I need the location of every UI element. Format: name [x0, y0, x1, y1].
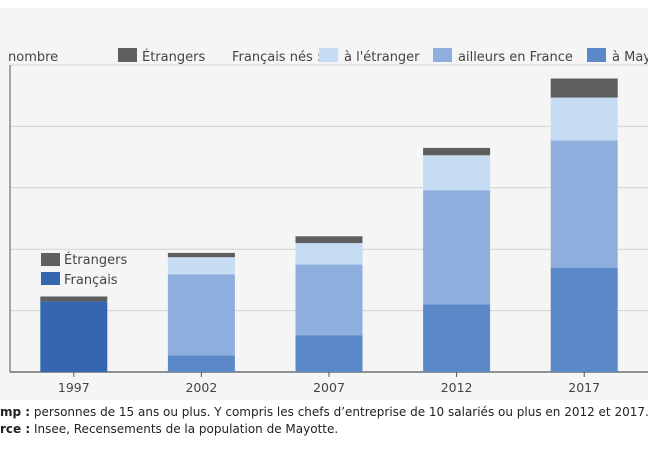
scope-text: personnes de 15 ans ou plus. Y compris l… — [30, 405, 648, 419]
bar-2017-abroad — [550, 97, 618, 141]
source-note: rce : Insee, Recensements de la populati… — [0, 421, 648, 438]
bar-2012-etrangers — [423, 147, 491, 156]
stacked-bar-chart: nombre Étrangers Français nés : à l'étra… — [8, 48, 648, 395]
bar-2007-elsewhere — [295, 264, 363, 336]
legend-group-label: Français nés : — [232, 50, 321, 65]
legend-swatch-etrangers — [118, 48, 137, 62]
bar-2002-etrangers — [167, 252, 235, 258]
bar-1997-etrangers — [40, 296, 108, 302]
x-tick-label-2017: 2017 — [568, 380, 600, 395]
inset-label-etrangers: Étrangers — [64, 252, 127, 268]
bar-2007-mayotte — [295, 335, 363, 372]
legend-label-mayotte: à Mayotte — [612, 50, 648, 65]
legend-swatch-mayotte — [587, 48, 606, 62]
bar-2012-abroad — [423, 155, 491, 191]
legend-label-etrangers: Étrangers — [142, 49, 205, 65]
bars — [40, 78, 618, 372]
x-axis-ticks: 1997 2002 2007 2012 2017 — [58, 372, 600, 395]
bar-1997-francais_1997 — [40, 301, 108, 372]
inset-swatch-etrangers — [41, 253, 60, 266]
source-text: Insee, Recensements de la population de … — [30, 422, 339, 436]
bar-2002-elsewhere — [167, 274, 235, 356]
chart-notes: mp : personnes de 15 ans ou plus. Y comp… — [0, 404, 648, 438]
scope-note: mp : personnes de 15 ans ou plus. Y comp… — [0, 404, 648, 421]
legend-label-elsewhere: ailleurs en France — [458, 50, 573, 65]
bar-2007-etrangers — [295, 236, 363, 244]
unit-label: nombre — [8, 50, 58, 65]
legend-swatch-abroad — [319, 48, 338, 62]
bar-2017-etrangers — [550, 78, 618, 98]
bar-2002-abroad — [167, 257, 235, 275]
legend-label-abroad: à l'étranger — [344, 50, 420, 65]
x-tick-label-2007: 2007 — [313, 380, 345, 395]
inset-swatch-francais — [41, 272, 60, 285]
chart-area: nombre Étrangers Français nés : à l'étra… — [0, 8, 648, 400]
x-tick-label-2012: 2012 — [441, 380, 473, 395]
bar-2017-mayotte — [550, 267, 618, 372]
bar-2012-mayotte — [423, 304, 491, 372]
x-tick-label-1997: 1997 — [58, 380, 90, 395]
bar-2007-abroad — [295, 243, 363, 265]
scope-label: mp : — [0, 405, 31, 419]
bar-2002-mayotte — [167, 355, 235, 372]
x-tick-label-2002: 2002 — [185, 380, 217, 395]
source-label: rce : — [0, 422, 31, 436]
bar-2017-elsewhere — [550, 140, 618, 268]
bar-2012-elsewhere — [423, 190, 491, 305]
inset-label-francais: Français — [64, 273, 118, 288]
legend-swatch-elsewhere — [433, 48, 452, 62]
